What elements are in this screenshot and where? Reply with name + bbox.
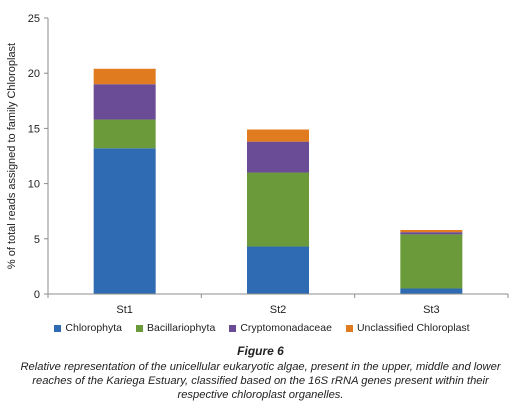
bar-segment-chlorophyta <box>247 246 309 294</box>
y-tick-label: 10 <box>28 179 40 191</box>
bar-segment-unclassified-chloroplast <box>400 229 463 233</box>
chart-legend: Chlorophyta Bacillariophyta Cryptomonadace… <box>12 322 512 334</box>
y-axis-ticks: 0 5 10 15 20 25 <box>28 13 48 301</box>
legend-swatch <box>229 324 237 332</box>
bar-segment-chlorophyta <box>93 148 156 294</box>
bar-segment-unclassified-chloroplast <box>93 68 156 85</box>
legend-swatch <box>136 324 144 332</box>
y-axis-title: % of total reads assigned to family Chlo… <box>6 43 18 269</box>
stacked-bar-chart: 0 5 10 15 20 25 St1 St2 St3 % of total reads as… <box>6 13 509 316</box>
x-tick-label: St3 <box>423 304 440 316</box>
bar-segment-cryptomonadaceae <box>247 141 309 173</box>
legend-label: Cryptomonadaceae <box>240 322 332 334</box>
y-tick-label: 20 <box>28 68 40 80</box>
bar-segment-bacillariophyta <box>247 172 309 247</box>
legend-item: Chlorophyta <box>54 322 122 334</box>
bar-segment-bacillariophyta <box>93 119 156 149</box>
x-axis-ticks: St1 St2 St3 <box>47 294 509 316</box>
legend-label: Chlorophyta <box>65 322 123 334</box>
x-tick-label: St1 <box>116 304 133 316</box>
legend-item: Bacillariophyta <box>136 322 215 334</box>
figure-title: Figure 6 <box>237 344 284 358</box>
legend-swatch <box>345 324 353 332</box>
bar-segment-unclassified-chloroplast <box>247 129 309 142</box>
bar-segment-bacillariophyta <box>400 234 463 289</box>
y-tick-label: 0 <box>34 289 40 301</box>
figure-caption: Relative representation of the unicellul… <box>20 361 501 401</box>
y-tick-label: 25 <box>28 13 40 25</box>
y-tick-label: 5 <box>34 234 40 246</box>
legend-swatch <box>54 324 62 332</box>
x-tick-label: St2 <box>270 304 287 316</box>
y-tick-label: 15 <box>28 123 40 135</box>
legend-label: Bacillariophyta <box>147 322 216 334</box>
bar-segment-cryptomonadaceae <box>93 84 156 120</box>
bar-stacks <box>93 68 463 294</box>
legend-label: Unclassified Chloroplast <box>356 322 470 334</box>
legend-item: Unclassified Chloroplast <box>345 322 470 334</box>
legend-item: Cryptomonadaceae <box>229 322 332 334</box>
bar-segment-cryptomonadaceae <box>400 232 463 235</box>
bar-segment-chlorophyta <box>400 288 463 294</box>
